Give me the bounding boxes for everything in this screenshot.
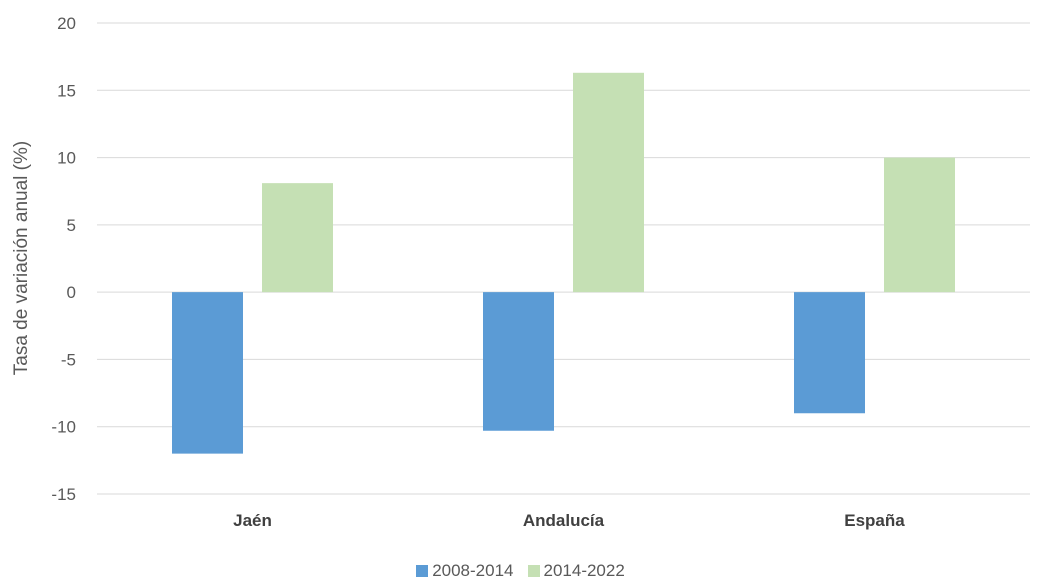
bar-2008-2014-Andalucía	[483, 292, 554, 431]
y-axis-label: Tasa de variación anual (%)	[11, 141, 32, 375]
bar-2008-2014-Jaén	[172, 292, 243, 454]
y-tick-label: -15	[51, 485, 76, 504]
y-tick-label: -5	[61, 350, 76, 369]
y-tick-label: 0	[67, 283, 76, 302]
y-tick-label: 5	[67, 216, 76, 235]
bar-2014-2022-España	[884, 157, 955, 293]
legend: 2008-2014 2014-2022	[0, 560, 1041, 582]
bar-2014-2022-Jaén	[262, 183, 333, 293]
bars	[172, 72, 955, 454]
category-label: Andalucía	[523, 511, 605, 530]
y-tick-label: 15	[57, 81, 76, 100]
legend-swatch	[527, 565, 540, 577]
legend-swatch	[416, 565, 429, 577]
legend-item-series-2: 2014-2022	[527, 561, 625, 581]
y-tick-label: 10	[57, 149, 76, 168]
category-label: Jaén	[233, 511, 272, 530]
category-labels: Jaén Andalucía España	[233, 511, 905, 530]
bar-2014-2022-Andalucía	[573, 72, 644, 293]
y-tick-labels: 20 15 10 5 0 -5 -10 -15	[51, 14, 76, 504]
bar-2008-2014-España	[794, 292, 865, 414]
legend-item-series-1: 2008-2014	[416, 561, 514, 581]
gridlines	[97, 22, 1030, 495]
y-tick-label: 20	[57, 14, 76, 33]
category-label: España	[844, 511, 905, 530]
y-tick-label: -10	[51, 418, 76, 437]
legend-label: 2014-2022	[543, 561, 625, 580]
bar-chart: 20 15 10 5 0 -5 -10 -15 Jaén Andalucía España Tas…	[11, 14, 1030, 530]
legend-label: 2008-2014	[432, 561, 514, 580]
